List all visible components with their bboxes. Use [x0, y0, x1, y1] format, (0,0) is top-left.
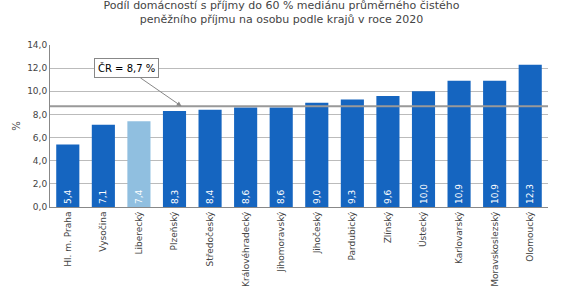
svg-text:8,4: 8,4	[205, 189, 215, 204]
svg-text:Olomoucký: Olomoucký	[525, 211, 535, 262]
svg-text:12,0: 12,0	[27, 63, 47, 73]
svg-text:8,3: 8,3	[170, 190, 180, 204]
svg-text:14,0: 14,0	[27, 40, 47, 50]
svg-text:Moravskoslezský: Moravskoslezský	[490, 211, 500, 287]
svg-text:4,0: 4,0	[33, 156, 48, 166]
svg-text:Zlínský: Zlínský	[383, 211, 393, 243]
svg-text:Královéhradecký: Královéhradecký	[241, 211, 251, 287]
svg-text:Ústecký: Ústecký	[417, 211, 428, 247]
svg-text:12,3: 12,3	[525, 184, 535, 204]
svg-text:Liberecký: Liberecký	[134, 211, 144, 255]
svg-text:2,0: 2,0	[33, 179, 48, 189]
svg-text:%: %	[11, 121, 22, 131]
svg-text:10,0: 10,0	[419, 184, 429, 204]
svg-text:10,9: 10,9	[490, 184, 500, 204]
svg-text:10,0: 10,0	[27, 86, 47, 96]
svg-text:0,0: 0,0	[33, 202, 48, 212]
svg-text:10,9: 10,9	[454, 184, 464, 204]
svg-text:6,0: 6,0	[33, 133, 48, 143]
svg-text:Plzeňský: Plzeňský	[169, 211, 179, 250]
svg-text:9,0: 9,0	[312, 189, 322, 204]
svg-text:7,4: 7,4	[134, 189, 144, 204]
svg-text:5,4: 5,4	[63, 189, 73, 204]
svg-text:Jihomoravský: Jihomoravský	[276, 211, 286, 273]
svg-text:9,6: 9,6	[383, 189, 393, 204]
svg-text:Vysočina: Vysočina	[98, 212, 108, 252]
svg-text:9,3: 9,3	[347, 190, 357, 204]
svg-text:Karlovarský: Karlovarský	[454, 211, 464, 264]
svg-text:8,6: 8,6	[276, 189, 286, 204]
svg-text:8,0: 8,0	[33, 110, 48, 120]
svg-text:Středočeský: Středočeský	[205, 211, 215, 267]
svg-text:Hl. m. Praha: Hl. m. Praha	[63, 212, 73, 267]
svg-text:8,6: 8,6	[241, 189, 251, 204]
svg-text:Podíl domácností s příjmy do 6: Podíl domácností s příjmy do 60 % medián…	[104, 0, 460, 26]
svg-text:Jihočeský: Jihočeský	[312, 211, 322, 254]
svg-text:Pardubický: Pardubický	[347, 211, 357, 261]
svg-text:ČR = 8,7 %: ČR = 8,7 %	[98, 62, 155, 74]
svg-text:7,1: 7,1	[98, 190, 108, 204]
